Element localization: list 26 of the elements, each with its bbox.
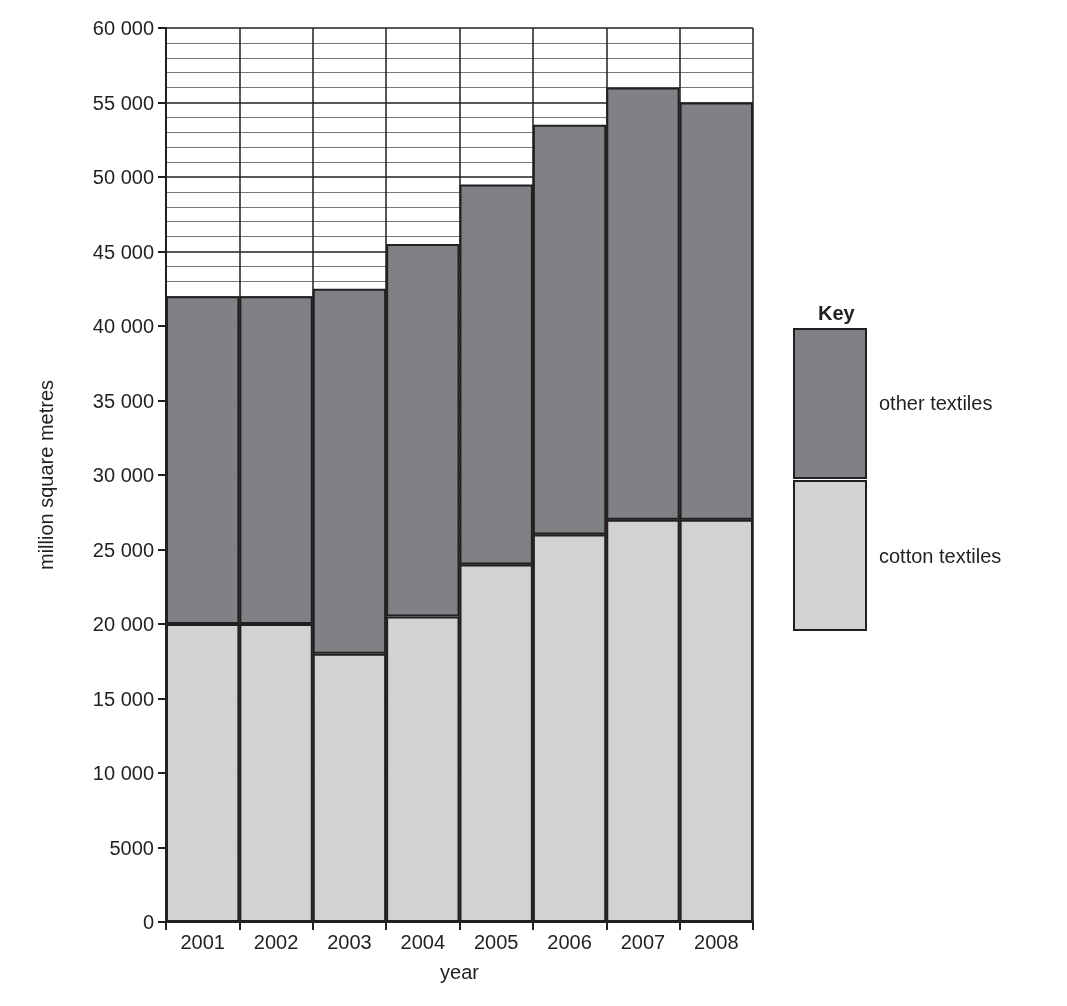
x-tick-label: 2005 bbox=[473, 931, 519, 953]
x-tick-label: 2004 bbox=[400, 931, 446, 953]
y-tick-label: 20 000 bbox=[92, 613, 154, 635]
y-tick-label: 0 bbox=[142, 911, 154, 933]
y-tick-label: 10 000 bbox=[92, 762, 154, 784]
y-tick-label: 55 000 bbox=[92, 91, 154, 114]
x-axis-title: year bbox=[440, 961, 480, 983]
legend-title: Key bbox=[818, 302, 856, 324]
text: cotton textiles bbox=[879, 545, 1002, 568]
y-tick-label: 30 000 bbox=[92, 464, 154, 486]
x-tick-label: 2006 bbox=[547, 931, 592, 953]
text: other textiles bbox=[879, 392, 993, 415]
x-tick-label: 2008 bbox=[694, 931, 739, 953]
y-tick-label: 15 000 bbox=[92, 687, 154, 710]
y-tick-label: 35 000 bbox=[92, 389, 154, 412]
y-tick-label: 60 000 bbox=[92, 17, 154, 39]
y-tick-label: 45 000 bbox=[92, 240, 154, 263]
y-tick-label: 25 000 bbox=[92, 538, 154, 561]
y-tick-label: 50 000 bbox=[92, 166, 154, 188]
y-axis-title: million square metres bbox=[35, 379, 57, 571]
x-tick-label: 2007 bbox=[620, 931, 666, 953]
x-tick-label: 2003 bbox=[327, 931, 372, 953]
x-tick-label: 2002 bbox=[253, 931, 299, 953]
x-tick-label: 2001 bbox=[180, 931, 225, 953]
y-tick-label: 5000 bbox=[109, 836, 154, 859]
y-tick-label: 40 000 bbox=[92, 315, 154, 337]
